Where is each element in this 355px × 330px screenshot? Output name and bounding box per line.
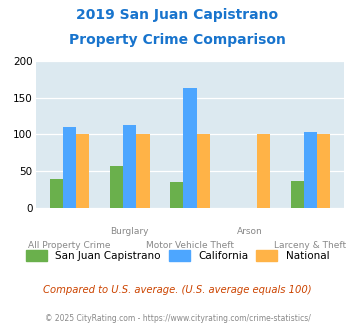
Text: Compared to U.S. average. (U.S. average equals 100): Compared to U.S. average. (U.S. average … (43, 285, 312, 295)
Text: All Property Crime: All Property Crime (28, 241, 111, 250)
Bar (290, 181, 304, 208)
Bar (304, 132, 317, 208)
Bar (136, 135, 149, 208)
Bar (197, 135, 210, 208)
Legend: San Juan Capistrano, California, National: San Juan Capistrano, California, Nationa… (22, 246, 333, 265)
Text: Property Crime Comparison: Property Crime Comparison (69, 33, 286, 47)
Bar (317, 135, 330, 208)
Bar (123, 125, 136, 208)
Bar (63, 127, 76, 208)
Bar (183, 88, 197, 208)
Text: Larceny & Theft: Larceny & Theft (274, 241, 346, 250)
Bar (257, 135, 270, 208)
Bar (50, 179, 63, 208)
Bar (76, 135, 89, 208)
Text: © 2025 CityRating.com - https://www.cityrating.com/crime-statistics/: © 2025 CityRating.com - https://www.city… (45, 314, 310, 323)
Bar (170, 182, 183, 208)
Text: 2019 San Juan Capistrano: 2019 San Juan Capistrano (76, 8, 279, 22)
Text: Burglary: Burglary (110, 227, 149, 236)
Text: Arson: Arson (237, 227, 263, 236)
Bar (110, 166, 123, 208)
Text: Motor Vehicle Theft: Motor Vehicle Theft (146, 241, 234, 250)
